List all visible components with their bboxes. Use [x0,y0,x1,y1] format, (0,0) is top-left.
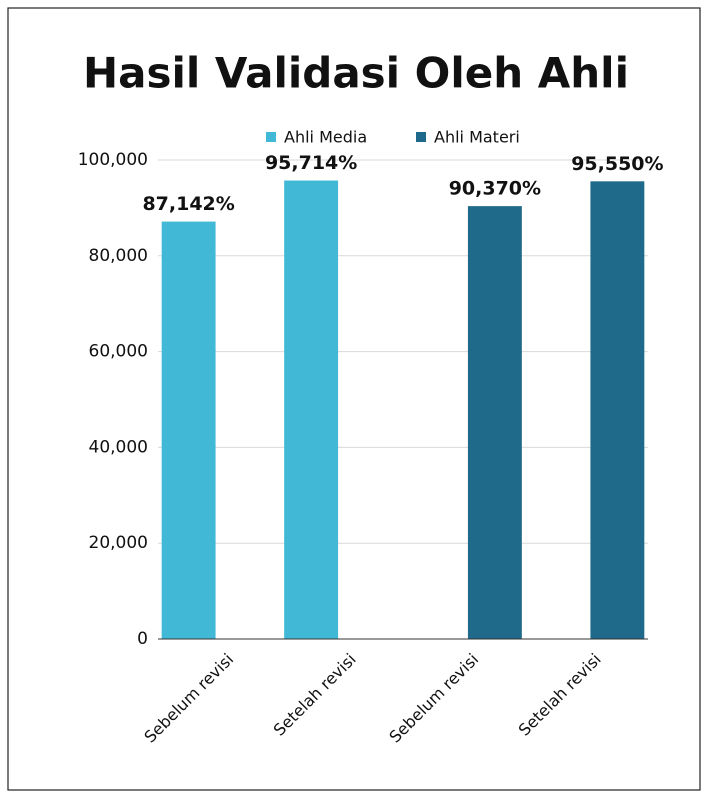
bar [284,180,339,639]
data-label: 95,550% [571,153,663,175]
y-tick-label: 20,000 [89,533,148,553]
bar [161,221,216,639]
data-label: 95,714% [265,152,357,174]
y-tick-label: 40,000 [89,437,148,457]
y-tick-label: 60,000 [89,342,148,362]
legend-swatch [416,132,426,142]
data-label: 90,370% [449,178,541,200]
data-label: 87,142% [142,193,234,215]
legend-label: Ahli Media [284,128,367,147]
bar [590,181,645,640]
legend-swatch [266,132,276,142]
bar [467,206,522,640]
legend-label: Ahli Materi [434,128,520,147]
y-tick-label: 80,000 [89,246,148,266]
frame [7,7,701,791]
chart-title: Hasil Validasi Oleh Ahli [83,49,629,98]
y-tick-label: 0 [137,629,148,649]
y-tick-label: 100,000 [78,150,148,170]
